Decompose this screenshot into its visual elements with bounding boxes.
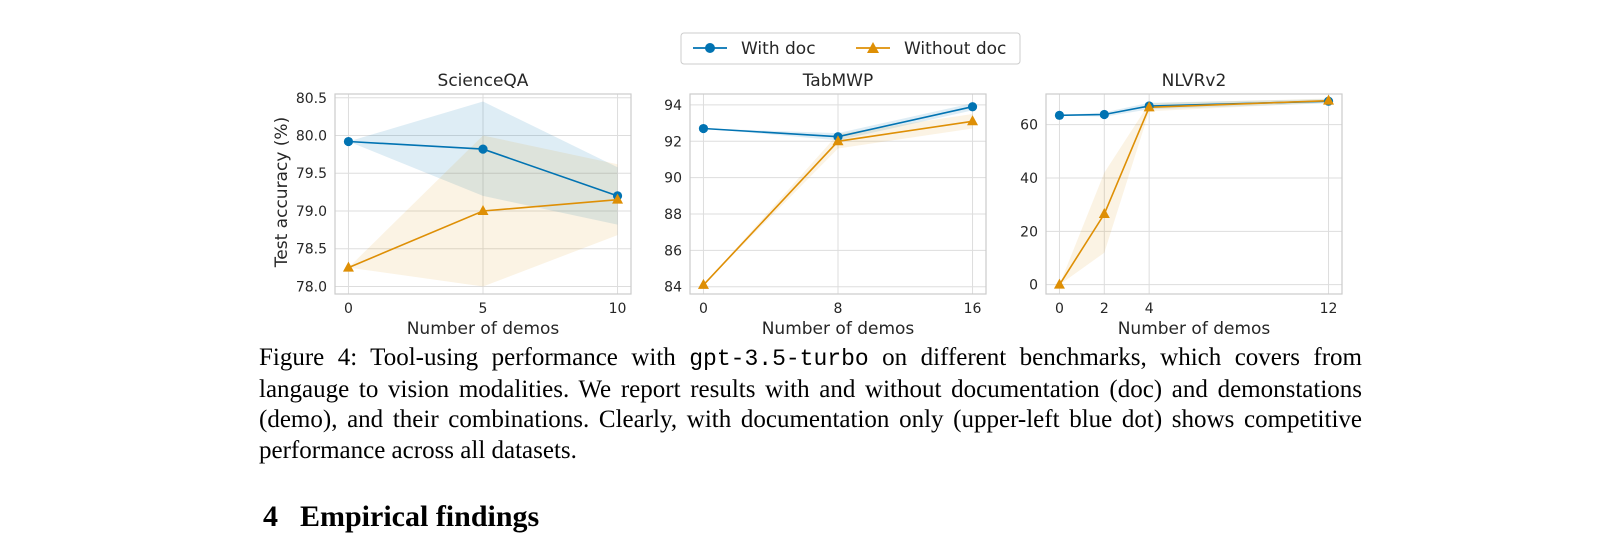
without-doc-point [832,135,844,146]
y-tick-label: 88 [664,207,682,223]
plot-area [1046,94,1342,294]
with-doc-point [1054,110,1065,120]
section-number: 4 [263,500,278,533]
legend-without-doc-marker [867,42,879,53]
y-tick-label: 86 [664,243,682,259]
x-tick-label: 12 [1320,301,1338,317]
x-tick-label: 0 [1055,301,1064,317]
with-doc-point [343,136,354,147]
without-doc-series-line [1058,99,1329,286]
x-axis-label: Number of demos [1118,319,1271,339]
x-axis-label: Number of demos [407,319,560,339]
with-doc-point [1099,109,1109,120]
without-doc-point [612,193,624,204]
caption-model-name: gpt-3.5-turbo [689,346,869,372]
without-doc-confidence-band [1059,98,1329,285]
legend-with-doc-label: With doc [741,39,816,59]
panel-title: TabMWP [802,71,874,91]
section-heading: 4 Empirical findings [263,500,561,534]
plot-frame [689,93,987,295]
y-tick-label: 84 [664,280,682,296]
x-tick-label: 0 [344,301,353,317]
legend: With doc Without doc [680,32,1021,65]
legend-without-doc-label: Without doc [904,39,1006,59]
y-tick-label: 60 [1020,118,1038,134]
y-tick-label: 90 [664,171,682,187]
panel-title: ScienceQA [438,71,529,91]
without-doc-point [342,261,354,272]
panel-tabmwp: 0 8 16 84 86 88 90 92 94 TabMWP Number of demos [664,71,987,339]
y-tick-label: 40 [1020,171,1038,187]
with-doc-point [967,102,978,112]
x-tick-label: 5 [479,301,488,317]
panel-scienceqa: 0 5 10 78.0 78.5 79.0 79.5 80.0 80.5 ScienceQA Num… [296,71,632,339]
y-tick-label: 20 [1020,224,1038,240]
caption-text: on different benchmarks, which covers fr… [259,344,1362,464]
x-tick-label: 0 [699,301,708,317]
without-doc-point [1098,208,1110,218]
without-doc-point [967,115,979,126]
figure-canvas: With doc Without doc Test accuracy (%) 0… [272,32,1343,339]
without-doc-point [697,278,709,289]
section-title: Empirical findings [300,500,540,533]
plot-frame [334,93,632,295]
y-tick-label: 79.0 [296,204,327,220]
y-axis-label: Test accuracy (%) [272,117,292,268]
x-tick-label: 2 [1100,301,1109,317]
x-tick-label: 4 [1145,301,1154,317]
y-tick-label: 78.5 [296,242,327,258]
y-tick-label: 79.5 [296,166,327,182]
y-tick-label: 0 [1029,278,1038,294]
with-doc-point [698,123,709,134]
without-doc-point [1323,94,1335,105]
y-tick-label: 94 [664,98,682,114]
y-tick-label: 92 [664,134,682,150]
y-tick-label: 78.0 [296,279,327,295]
y-tick-label: 80.5 [296,91,327,107]
caption-prefix: Figure 4: Tool-using performance with [259,344,690,371]
with-doc-point [478,144,488,154]
without-doc-point [477,204,489,215]
y-tick-label: 80.0 [296,129,327,145]
x-axis-label: Number of demos [762,319,915,339]
x-tick-label: 10 [609,301,627,317]
legend-with-doc-marker [705,43,715,53]
with-doc-confidence-band [348,101,618,225]
legend-frame [680,32,1021,65]
without-doc-point [1053,278,1065,289]
plot-frame [1045,93,1343,295]
panel-title: NLVRv2 [1162,71,1227,91]
without-doc-point [1143,101,1155,112]
figure-caption: Figure 4: Tool-using performance with gp… [259,343,1362,466]
x-tick-label: 16 [964,301,982,317]
x-tick-label: 8 [834,301,843,317]
without-doc-confidence-band [703,114,973,285]
with-doc-confidence-band [703,103,973,141]
